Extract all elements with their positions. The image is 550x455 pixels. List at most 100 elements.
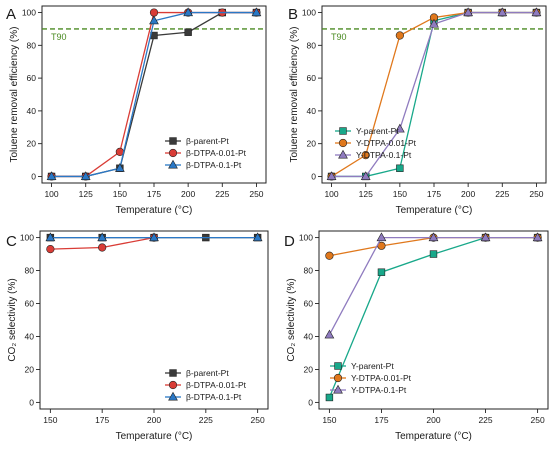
legend-marker <box>169 369 177 377</box>
legend-label: Y-DTPA-0.01-Pt <box>351 373 412 383</box>
legend-label: Y-DTPA-0.1-Pt <box>356 150 412 160</box>
data-point <box>480 232 491 242</box>
x-tick-label: 225 <box>215 189 229 199</box>
series-2 <box>324 232 543 339</box>
data-point <box>326 171 337 180</box>
y-tick-label: 0 <box>308 397 313 407</box>
y-tick-label: 20 <box>304 364 314 374</box>
y-tick-label: 0 <box>311 171 316 181</box>
data-point <box>114 163 125 172</box>
data-point <box>45 232 56 242</box>
legend-label: β-parent-Pt <box>186 136 229 146</box>
data-point <box>98 243 107 252</box>
data-point <box>395 31 404 40</box>
y-tick-label: 40 <box>304 331 314 341</box>
data-point <box>149 8 159 17</box>
data-point <box>532 232 543 242</box>
data-point <box>394 123 405 133</box>
x-tick-label: 225 <box>199 415 213 425</box>
x-axis-title: Temperature (°C) <box>395 431 472 442</box>
y-tick-label: 0 <box>29 397 34 407</box>
t90-label: T90 <box>51 32 67 42</box>
y-tick-label: 100 <box>22 8 36 18</box>
legend: β-parent-Pt β-DTPA-0.01-Pt β-DTPA-0.1-Pt <box>165 136 247 170</box>
x-tick-label: 175 <box>147 189 161 199</box>
x-tick-label: 150 <box>43 415 57 425</box>
y-tick-label: 80 <box>25 266 35 276</box>
legend-marker <box>168 380 178 390</box>
data-point <box>149 15 159 25</box>
legend-marker <box>333 384 343 394</box>
panel-c: C 150 175 200 225 250 0 20 40 60 80 100 Temperature … <box>6 230 269 442</box>
panel-b: B 100 125 150 175 200 225 250 0 20 40 60 80 100 Temper… <box>288 5 547 216</box>
x-tick-label: 150 <box>113 189 127 199</box>
x-tick-label: 175 <box>95 415 109 425</box>
y-tick-label: 20 <box>307 139 317 149</box>
data-point <box>428 232 439 242</box>
y-tick-label: 40 <box>25 331 35 341</box>
data-point <box>429 18 439 28</box>
data-point <box>361 151 370 160</box>
panel-letter: C <box>6 233 17 250</box>
y-tick-label: 80 <box>304 266 314 276</box>
y-axis-title: CO₂ selectivity (%) <box>286 278 297 361</box>
data-point <box>325 393 334 402</box>
y-axis-title: CO₂ selectivity (%) <box>7 278 18 361</box>
legend-marker <box>169 137 177 145</box>
legend-label: β-DTPA-0.01-Pt <box>186 148 247 158</box>
x-axis-title: Temperature (°C) <box>116 431 193 442</box>
data-point <box>251 7 262 17</box>
t90-label: T90 <box>331 32 347 42</box>
data-point <box>360 171 371 180</box>
y-tick-label: 60 <box>307 73 317 83</box>
legend: Y-parent-Pt Y-DTPA-0.01-Pt Y-DTPA-0.1-Pt <box>330 361 412 395</box>
y-tick-label: 100 <box>302 8 316 18</box>
data-point <box>377 268 386 276</box>
x-tick-label: 150 <box>322 415 336 425</box>
legend: Y-parent-Pt Y-DTPA-0.01-Pt Y-DTPA-0.1-Pt <box>335 126 417 160</box>
legend-marker <box>168 148 178 158</box>
data-point <box>531 7 542 17</box>
data-point <box>429 250 438 258</box>
x-tick-label: 200 <box>181 189 195 199</box>
legend-label: β-parent-Pt <box>186 368 229 378</box>
data-point <box>183 7 194 17</box>
panel-letter: A <box>6 6 16 23</box>
x-tick-label: 200 <box>147 415 161 425</box>
data-point <box>184 28 192 36</box>
x-tick-label: 225 <box>495 189 509 199</box>
data-point <box>252 232 263 242</box>
y-tick-label: 80 <box>27 40 37 50</box>
legend-label: β-DTPA-0.01-Pt <box>186 380 247 390</box>
y-tick-label: 60 <box>25 299 35 309</box>
y-axis-title: Toluene removal efficiency (%) <box>289 27 300 163</box>
panel-letter: B <box>288 6 298 23</box>
y-tick-label: 40 <box>307 106 317 116</box>
x-tick-label: 175 <box>374 415 388 425</box>
y-tick-label: 20 <box>25 364 35 374</box>
legend-marker <box>338 138 348 148</box>
x-tick-label: 125 <box>359 189 373 199</box>
series-2 <box>326 7 542 180</box>
x-tick-label: 250 <box>530 415 544 425</box>
x-tick-label: 200 <box>426 415 440 425</box>
legend-marker <box>334 362 342 370</box>
data-point <box>80 171 91 180</box>
legend-label: β-DTPA-0.1-Pt <box>186 392 242 402</box>
panel-a: A 100 125 150 175 200 225 250 0 20 40 60 80 100 Temper… <box>6 5 267 216</box>
y-tick-label: 20 <box>27 139 37 149</box>
data-point <box>46 171 57 180</box>
data-point <box>324 329 335 339</box>
y-tick-label: 0 <box>31 171 36 181</box>
data-point <box>463 7 474 17</box>
legend: β-parent-Pt β-DTPA-0.01-Pt β-DTPA-0.1-Pt <box>165 368 247 402</box>
data-point <box>396 164 404 172</box>
y-tick-label: 40 <box>27 106 37 116</box>
x-tick-label: 100 <box>44 189 58 199</box>
legend-label: Y-DTPA-0.1-Pt <box>351 385 407 395</box>
legend-label: Y-parent-Pt <box>351 361 394 371</box>
x-tick-label: 125 <box>79 189 93 199</box>
legend-label: Y-parent-Pt <box>356 126 399 136</box>
data-point <box>497 7 508 17</box>
panel-d: D 150 175 200 225 250 0 20 40 60 80 100 Temperature … <box>284 230 549 442</box>
